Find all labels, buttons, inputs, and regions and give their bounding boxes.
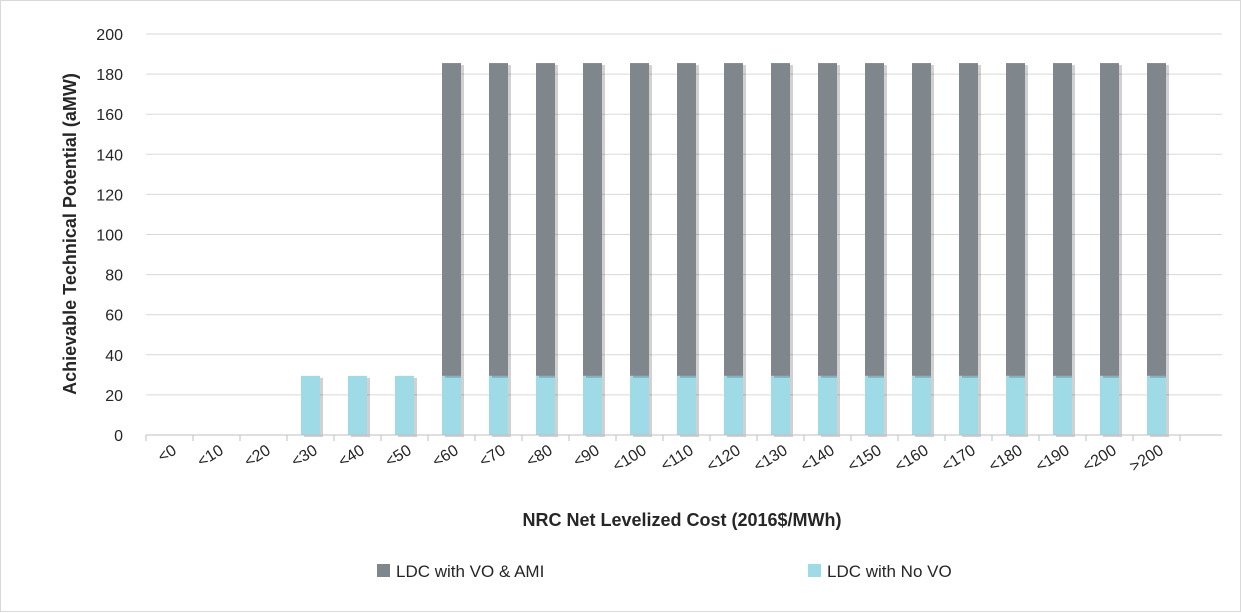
y-tick-label: 200 xyxy=(96,27,123,44)
bar-ldc-vo-ami xyxy=(677,63,696,376)
bar-ldc-no-vo xyxy=(1100,375,1119,435)
bar-ldc-no-vo xyxy=(301,375,320,435)
y-axis-title: Achievable Technical Potential (aMW) xyxy=(60,73,80,395)
x-axis-title: NRC Net Levelized Cost (2016$/MWh) xyxy=(522,510,841,530)
y-tick-label: 120 xyxy=(96,187,123,204)
x-axis: <0 <10 <20 <30 <40 <50 <60 <70 <80 <90 <100 <110 <12… xyxy=(145,434,1222,476)
x-tick-label: <180 xyxy=(986,442,1026,476)
bar-ldc-no-vo xyxy=(583,375,602,435)
y-tick-label: 80 xyxy=(105,268,123,285)
bar-ldc-no-vo xyxy=(395,375,414,435)
x-tick-label: <70 xyxy=(477,442,509,471)
y-tick-label: 20 xyxy=(105,388,123,405)
bar-ldc-vo-ami xyxy=(959,63,978,376)
bar-ldc-no-vo xyxy=(1053,375,1072,435)
bar-ldc-no-vo xyxy=(677,375,696,435)
bar-ldc-vo-ami xyxy=(912,63,931,376)
bar-ldc-vo-ami xyxy=(724,63,743,376)
y-tick-label: 140 xyxy=(96,147,123,164)
bar-ldc-no-vo xyxy=(536,375,555,435)
bars xyxy=(301,63,1169,437)
bar-ldc-no-vo xyxy=(442,375,461,435)
legend: LDC with VO & AMI LDC with No VO xyxy=(377,562,952,581)
x-tick-label: <80 xyxy=(524,442,556,471)
legend-swatch xyxy=(808,564,821,577)
x-tick-label: <20 xyxy=(242,442,274,471)
bar-ldc-no-vo xyxy=(489,375,508,435)
bar-ldc-no-vo xyxy=(865,375,884,435)
bar-ldc-vo-ami xyxy=(442,63,461,376)
y-tick-label: 100 xyxy=(96,228,123,245)
x-tick-label: <130 xyxy=(751,442,791,476)
bar-ldc-no-vo xyxy=(1006,375,1025,435)
x-tick-label: <110 xyxy=(658,442,697,475)
x-tick-label: <60 xyxy=(430,442,462,471)
bar-ldc-vo-ami xyxy=(1006,63,1025,376)
bar-ldc-vo-ami xyxy=(583,63,602,376)
bar-ldc-no-vo xyxy=(912,375,931,435)
y-tick-label: 160 xyxy=(96,107,123,124)
bar-ldc-no-vo xyxy=(771,375,790,435)
x-tick-label: <50 xyxy=(383,442,415,471)
x-tick-label: <160 xyxy=(892,442,932,476)
bar-ldc-vo-ami xyxy=(1053,63,1072,376)
bar-ldc-vo-ami xyxy=(630,63,649,376)
y-tick-label: 180 xyxy=(96,67,123,84)
bar-ldc-vo-ami xyxy=(771,63,790,376)
y-axis-ticks: 0 20 40 60 80 100 120 140 160 180 200 xyxy=(96,27,123,445)
x-tick-label: <10 xyxy=(195,442,227,471)
x-tick-label: <120 xyxy=(704,442,744,476)
x-tick-label: <0 xyxy=(155,442,180,466)
legend-label: LDC with No VO xyxy=(827,562,952,581)
bar-ldc-no-vo xyxy=(1147,375,1166,435)
bar-ldc-no-vo xyxy=(348,375,367,435)
x-tick-label: <170 xyxy=(939,442,979,476)
x-tick-label: <150 xyxy=(845,442,885,476)
bar-ldc-vo-ami xyxy=(818,63,837,376)
x-tick-label: >200 xyxy=(1127,442,1167,476)
bar-ldc-vo-ami xyxy=(489,63,508,376)
x-tick-label: <100 xyxy=(610,442,650,476)
bar-ldc-vo-ami xyxy=(1147,63,1166,376)
x-tick-label: <190 xyxy=(1033,442,1073,476)
bar-ldc-vo-ami xyxy=(865,63,884,376)
legend-swatch xyxy=(377,564,390,577)
y-tick-label: 60 xyxy=(105,308,123,325)
bar-ldc-no-vo xyxy=(724,375,743,435)
x-tick-label: <40 xyxy=(336,442,368,471)
legend-label: LDC with VO & AMI xyxy=(396,562,544,581)
y-tick-label: 0 xyxy=(114,428,123,445)
bar-ldc-no-vo xyxy=(818,375,837,435)
x-tick-label: <140 xyxy=(798,442,838,476)
y-tick-label: 40 xyxy=(105,348,123,365)
bar-ldc-vo-ami xyxy=(536,63,555,376)
x-tick-label: <90 xyxy=(571,442,603,471)
x-tick-label: <200 xyxy=(1080,442,1120,476)
bar-ldc-no-vo xyxy=(959,375,978,435)
x-tick-label: <30 xyxy=(289,442,321,471)
bar-ldc-no-vo xyxy=(630,375,649,435)
bar-ldc-vo-ami xyxy=(1100,63,1119,376)
